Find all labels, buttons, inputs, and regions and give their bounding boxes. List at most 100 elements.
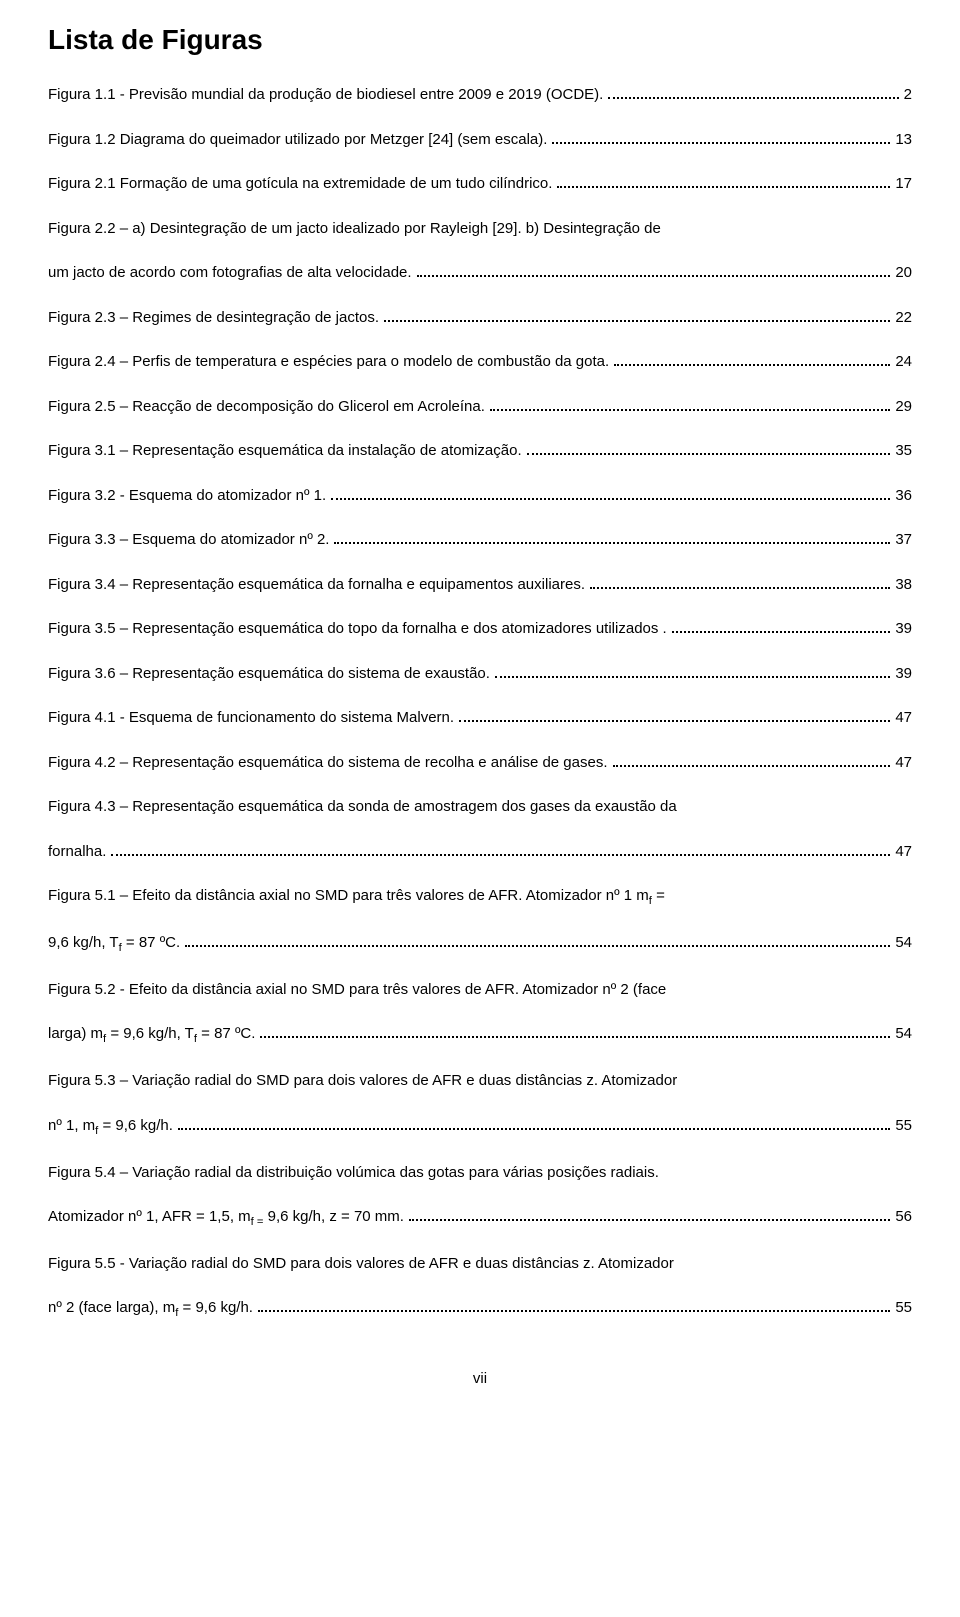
leader-dots	[409, 1212, 890, 1221]
leader-dots	[614, 357, 890, 366]
figure-entry: Figura 2.3 – Regimes de desintegração de…	[48, 307, 912, 330]
entry-text: Figura 4.2 – Representação esquemática d…	[48, 752, 611, 775]
entry-leader-line: Figura 2.4 – Perfis de temperatura e esp…	[48, 351, 912, 374]
entry-text: Figura 3.4 – Representação esquemática d…	[48, 574, 588, 597]
leader-dots	[552, 135, 890, 144]
figure-entry: Figura 4.2 – Representação esquemática d…	[48, 752, 912, 775]
figure-entry: Figura 2.1 Formação de uma gotícula na e…	[48, 173, 912, 196]
entry-page: 39	[892, 618, 912, 641]
figure-entry: Figura 2.4 – Perfis de temperatura e esp…	[48, 351, 912, 374]
entry-text: Figura 1.1 - Previsão mundial da produçã…	[48, 84, 606, 107]
entry-pre-text: Figura 5.2 - Efeito da distância axial n…	[48, 979, 912, 1002]
entry-pre-text: Figura 5.3 – Variação radial do SMD para…	[48, 1070, 912, 1093]
entry-page: 47	[892, 752, 912, 775]
figure-entry: Figura 5.4 – Variação radial da distribu…	[48, 1162, 912, 1231]
entry-leader-line: Figura 1.1 - Previsão mundial da produçã…	[48, 84, 912, 107]
entry-leader-line: nº 1, mf = 9,6 kg/h. 55	[48, 1115, 912, 1140]
entry-page: 13	[892, 129, 912, 152]
leader-dots	[178, 1121, 890, 1130]
entry-pre-text: Figura 4.3 – Representação esquemática d…	[48, 796, 912, 819]
figure-entry: Figura 1.2 Diagrama do queimador utiliza…	[48, 129, 912, 152]
entry-page: 22	[892, 307, 912, 330]
leader-dots	[613, 758, 891, 767]
entry-page: 47	[892, 841, 912, 864]
leader-dots	[527, 446, 891, 455]
figure-entry: Figura 2.2 – a) Desintegração de um jact…	[48, 218, 912, 285]
figure-entry: Figura 3.1 – Representação esquemática d…	[48, 440, 912, 463]
entry-leader-line: Atomizador nº 1, AFR = 1,5, mf = 9,6 kg/…	[48, 1206, 912, 1231]
entry-text: Atomizador nº 1, AFR = 1,5, mf = 9,6 kg/…	[48, 1206, 407, 1231]
entry-text: Figura 4.1 - Esquema de funcionamento do…	[48, 707, 457, 730]
figures-list: Figura 1.1 - Previsão mundial da produçã…	[48, 84, 912, 1322]
entry-pre-text: Figura 2.2 – a) Desintegração de um jact…	[48, 218, 912, 241]
entry-page: 36	[892, 485, 912, 508]
entry-text: Figura 2.3 – Regimes de desintegração de…	[48, 307, 382, 330]
leader-dots	[417, 268, 891, 277]
leader-dots	[111, 847, 890, 856]
entry-page: 54	[892, 932, 912, 955]
figure-entry: Figura 1.1 - Previsão mundial da produçã…	[48, 84, 912, 107]
figure-entry: Figura 3.4 – Representação esquemática d…	[48, 574, 912, 597]
figure-entry: Figura 5.1 – Efeito da distância axial n…	[48, 885, 912, 957]
entry-pre-text: Figura 5.4 – Variação radial da distribu…	[48, 1162, 912, 1185]
figure-entry: Figura 3.3 – Esquema do atomizador nº 2.…	[48, 529, 912, 552]
entry-page: 29	[892, 396, 912, 419]
leader-dots	[258, 1303, 890, 1312]
entry-page: 54	[892, 1023, 912, 1046]
entry-page: 2	[901, 84, 912, 107]
entry-text: 9,6 kg/h, Tf = 87 ºC.	[48, 932, 183, 957]
leader-dots	[495, 669, 890, 678]
entry-text: fornalha.	[48, 841, 109, 864]
entry-text: Figura 3.3 – Esquema do atomizador nº 2.	[48, 529, 332, 552]
leader-dots	[557, 179, 890, 188]
entry-page: 35	[892, 440, 912, 463]
entry-page: 55	[892, 1297, 912, 1320]
entry-text: Figura 3.2 - Esquema do atomizador nº 1.	[48, 485, 329, 508]
entry-leader-line: um jacto de acordo com fotografias de al…	[48, 262, 912, 285]
figure-entry: Figura 5.5 - Variação radial do SMD para…	[48, 1253, 912, 1322]
leader-dots	[590, 580, 890, 589]
entry-text: Figura 2.5 – Reacção de decomposição do …	[48, 396, 488, 419]
entry-leader-line: Figura 3.4 – Representação esquemática d…	[48, 574, 912, 597]
entry-pre-text: Figura 5.1 – Efeito da distância axial n…	[48, 885, 912, 910]
entry-leader-line: nº 2 (face larga), mf = 9,6 kg/h. 55	[48, 1297, 912, 1322]
leader-dots	[459, 713, 890, 722]
entry-leader-line: 9,6 kg/h, Tf = 87 ºC. 54	[48, 932, 912, 957]
entry-text: Figura 3.5 – Representação esquemática d…	[48, 618, 670, 641]
entry-leader-line: Figura 2.3 – Regimes de desintegração de…	[48, 307, 912, 330]
entry-leader-line: Figura 2.5 – Reacção de decomposição do …	[48, 396, 912, 419]
entry-leader-line: Figura 1.2 Diagrama do queimador utiliza…	[48, 129, 912, 152]
figure-entry: Figura 4.3 – Representação esquemática d…	[48, 796, 912, 863]
entry-page: 20	[892, 262, 912, 285]
entry-text: Figura 2.4 – Perfis de temperatura e esp…	[48, 351, 612, 374]
entry-text: Figura 3.1 – Representação esquemática d…	[48, 440, 525, 463]
entry-page: 24	[892, 351, 912, 374]
entry-text: nº 2 (face larga), mf = 9,6 kg/h.	[48, 1297, 256, 1322]
entry-leader-line: Figura 4.1 - Esquema de funcionamento do…	[48, 707, 912, 730]
entry-page: 38	[892, 574, 912, 597]
leader-dots	[672, 624, 891, 633]
entry-pre-text: Figura 5.5 - Variação radial do SMD para…	[48, 1253, 912, 1276]
entry-page: 56	[892, 1206, 912, 1229]
leader-dots	[334, 535, 890, 544]
entry-text: nº 1, mf = 9,6 kg/h.	[48, 1115, 176, 1140]
leader-dots	[608, 90, 898, 99]
leader-dots	[185, 938, 890, 947]
entry-page: 55	[892, 1115, 912, 1138]
entry-leader-line: Figura 3.3 – Esquema do atomizador nº 2.…	[48, 529, 912, 552]
entry-leader-line: Figura 3.2 - Esquema do atomizador nº 1.…	[48, 485, 912, 508]
entry-leader-line: Figura 3.6 – Representação esquemática d…	[48, 663, 912, 686]
leader-dots	[260, 1029, 890, 1038]
figure-entry: Figura 3.6 – Representação esquemática d…	[48, 663, 912, 686]
entry-page: 17	[892, 173, 912, 196]
entry-text: Figura 3.6 – Representação esquemática d…	[48, 663, 493, 686]
leader-dots	[331, 491, 890, 500]
figure-entry: Figura 5.3 – Variação radial do SMD para…	[48, 1070, 912, 1139]
figure-entry: Figura 3.2 - Esquema do atomizador nº 1.…	[48, 485, 912, 508]
entry-text: um jacto de acordo com fotografias de al…	[48, 262, 415, 285]
entry-text: larga) mf = 9,6 kg/h, Tf = 87 ºC.	[48, 1023, 258, 1048]
entry-leader-line: larga) mf = 9,6 kg/h, Tf = 87 ºC. 54	[48, 1023, 912, 1048]
figure-entry: Figura 3.5 – Representação esquemática d…	[48, 618, 912, 641]
entry-page: 39	[892, 663, 912, 686]
entry-leader-line: Figura 4.2 – Representação esquemática d…	[48, 752, 912, 775]
